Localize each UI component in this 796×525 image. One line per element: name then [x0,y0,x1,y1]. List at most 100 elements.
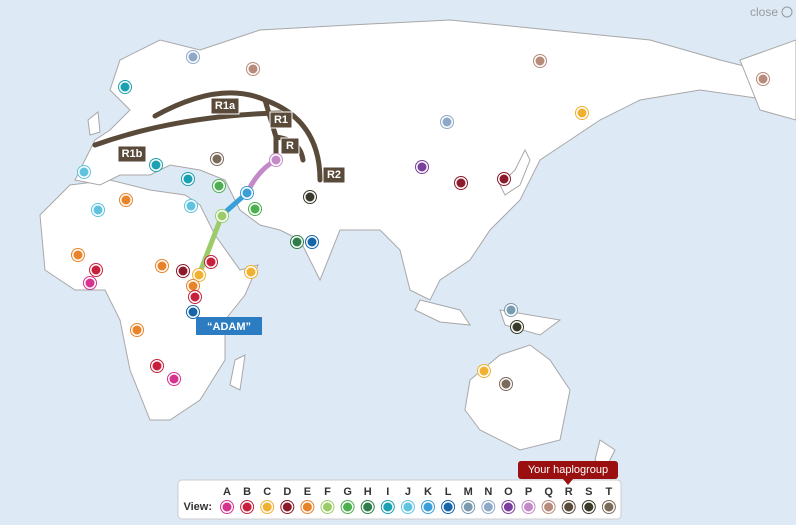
legend-button[interactable] [260,500,274,514]
legend-ring [561,500,576,514]
legend-ring [541,500,556,514]
marker [184,199,198,213]
tooltip: Your haplogroup [528,464,608,476]
route-label: R1b [122,148,143,160]
tooltip-pointer [563,479,573,485]
legend-label: View: [183,501,212,513]
legend-button[interactable] [562,500,576,514]
legend-letter: L [445,486,452,498]
marker [248,202,262,216]
marker [240,186,254,200]
marker-ring [756,72,770,86]
legend-letter: J [405,486,411,498]
legend-letter: O [504,486,513,498]
legend-letter: Q [544,486,553,498]
legend-button[interactable] [461,500,475,514]
legend-letter: G [343,486,352,498]
legend-ring [380,500,395,514]
marker-ring [91,203,105,217]
marker-ring [248,202,262,216]
route-label: R2 [327,169,341,181]
marker-ring [477,364,491,378]
route-tag [269,111,293,129]
route-label: R1a [215,100,236,112]
marker [155,259,169,273]
legend-button[interactable] [421,500,435,514]
marker-ring [497,172,511,186]
legend-button[interactable] [361,500,375,514]
legend-letter: P [525,486,532,498]
marker [181,172,195,186]
legend-ring [441,500,456,514]
marker [305,235,319,249]
marker [210,152,224,166]
legend-button[interactable] [240,500,254,514]
marker-ring [290,235,304,249]
marker-ring [130,323,144,337]
legend-button[interactable] [300,500,314,514]
legend-letter: E [304,486,311,498]
marker [83,276,97,290]
legend-ring [320,500,335,514]
close-button[interactable]: close [750,5,778,19]
marker [130,323,144,337]
marker-ring [504,303,518,317]
marker [192,268,206,282]
legend-button[interactable] [441,500,455,514]
legend-button[interactable] [381,500,395,514]
close-icon[interactable] [781,6,793,18]
origin-box [196,317,262,335]
legend-button[interactable] [522,500,535,514]
marker-ring [119,193,133,207]
marker-ring [181,172,195,186]
legend-letter: R [565,486,573,498]
tooltip-box [518,461,618,479]
legend-button[interactable] [401,500,415,514]
marker-ring [192,268,206,282]
marker [504,303,518,317]
marker [176,264,190,278]
marker-ring [269,153,283,167]
marker-ring [71,248,85,262]
marker-ring [167,372,181,386]
route-tag [280,137,300,155]
legend-button[interactable] [582,500,596,514]
legend-ring [581,500,596,514]
marker [477,364,491,378]
legend-button[interactable] [481,500,495,514]
legend-button[interactable] [220,500,234,514]
marker [119,193,133,207]
legend-button[interactable] [341,500,355,514]
marker [167,372,181,386]
marker-ring [83,276,97,290]
marker [454,176,468,190]
marker [244,265,258,279]
legend-button[interactable] [321,500,334,514]
marker-ring [303,190,317,204]
legend-letter: H [364,486,372,498]
marker [150,359,164,373]
legend-button[interactable] [501,500,515,514]
marker-ring [440,115,454,129]
marker-ring [305,235,319,249]
legend-letter: T [606,486,613,498]
marker-ring [533,54,547,68]
marker-ring [575,106,589,120]
legend-button[interactable] [542,500,556,514]
marker-ring [150,359,164,373]
legend-button[interactable] [280,500,294,514]
marker [415,160,429,174]
legend-ring [501,500,516,514]
legend-letter: M [464,486,473,498]
legend-letter: I [386,486,389,498]
marker [246,62,260,76]
marker-ring [246,62,260,76]
legend-button[interactable] [602,500,616,514]
marker [186,279,200,293]
legend-ring [421,500,435,514]
legend-ring [260,500,275,514]
marker [756,72,770,86]
marker-ring [212,179,226,193]
legend-ring [280,500,295,514]
